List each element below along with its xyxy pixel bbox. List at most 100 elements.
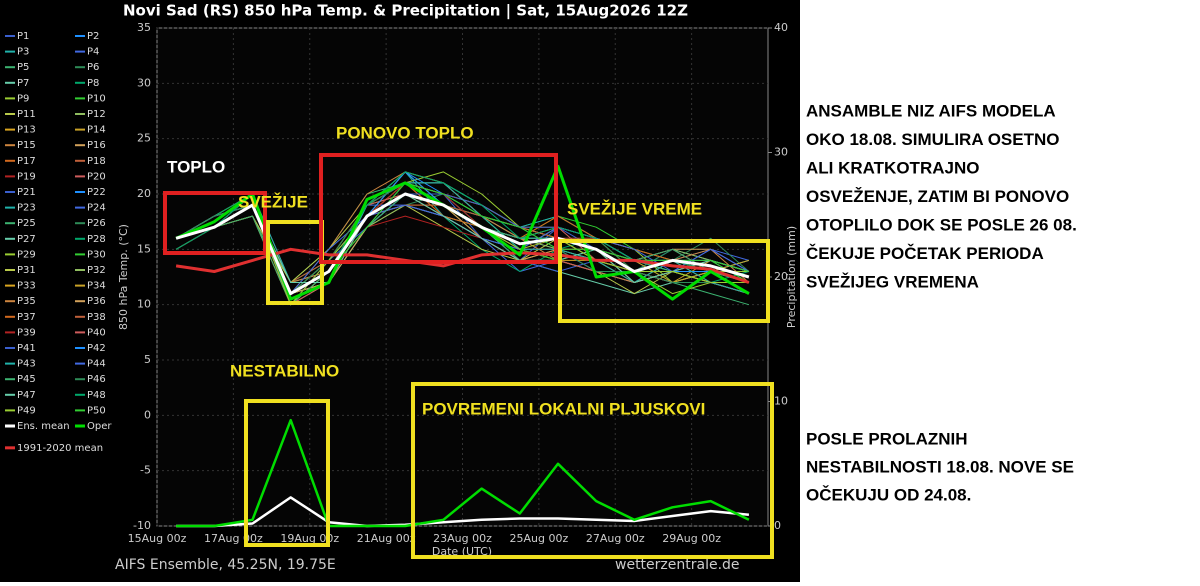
legend-label: P8 <box>87 78 99 89</box>
legend-label: P20 <box>87 171 106 182</box>
legend-label: Ens. mean <box>17 421 70 432</box>
legend-label: P39 <box>17 327 36 338</box>
y-tick-label: 0 <box>144 408 151 421</box>
precip-line <box>176 418 750 528</box>
temp-line <box>175 192 750 296</box>
notes: ANSAMBLE NIZ AIFS MODELA OKO 18.08. SIMUL… <box>806 101 1077 504</box>
y2-axis-label: Precipitation (mm) <box>785 226 798 328</box>
legend-label: P21 <box>17 187 36 198</box>
legend-label: P27 <box>17 234 36 245</box>
legend-label: P33 <box>17 281 36 292</box>
annotation: SVEŽIJE <box>238 192 308 211</box>
annotation: NESTABILNO <box>230 361 339 380</box>
note-line: ALI KRATKOTRAJNO <box>806 158 979 177</box>
x-tick-label: 23Aug 00z <box>433 532 492 545</box>
plot-layer: -10 -5 0 5 10 15 20 25 30 35 0 10 20 30 40 15Aug 00z 17A… <box>128 21 788 545</box>
x-tick-label: 21Aug 00z <box>357 532 416 545</box>
legend-label: P24 <box>87 203 106 214</box>
plot-area <box>156 27 769 527</box>
y-tick-label: 5 <box>144 353 151 366</box>
y-tick-label: 35 <box>137 21 151 34</box>
legend-label: P37 <box>17 312 36 323</box>
note-line: OČEKUJU OD 24.08. <box>806 485 971 504</box>
legend-label: P48 <box>87 390 106 401</box>
legend-label: P41 <box>17 343 36 354</box>
chart-title: Novi Sad (RS) 850 hPa Temp. & Precipitat… <box>123 2 688 21</box>
legend-label: P46 <box>87 374 106 385</box>
note-line: ANSAMBLE NIZ AIFS MODELA <box>806 101 1056 120</box>
legend-label: P23 <box>17 203 36 214</box>
y2-tick-label: 40 <box>774 21 788 34</box>
legend-label: P2 <box>87 31 99 42</box>
legend-label: P47 <box>17 390 36 401</box>
credit: wetterzentrale.de <box>615 557 740 573</box>
box-showers <box>411 382 774 559</box>
legend-label: P16 <box>87 140 106 151</box>
y-tick-label: 20 <box>137 187 151 200</box>
legend-label: P12 <box>87 109 106 120</box>
note-line: POSLE PROLAZNIH <box>806 429 968 448</box>
legend-label: P43 <box>17 359 36 370</box>
legend-label: P13 <box>17 125 36 136</box>
note-line: ČEKUJE POČETAK PERIODA <box>806 244 1044 263</box>
legend-label: P3 <box>17 47 29 58</box>
y2-tick-label: 10 <box>774 395 788 408</box>
annotation: TOPLO <box>167 157 225 176</box>
legend-label: P44 <box>87 359 106 370</box>
y-tick-label: -5 <box>140 464 151 477</box>
legend-label: P18 <box>87 156 106 167</box>
legend-label: P36 <box>87 296 106 307</box>
legend-label: P40 <box>87 327 106 338</box>
y2-tick-label: 0 <box>774 519 781 532</box>
legend-label: P42 <box>87 343 106 354</box>
y2-tick-label: 30 <box>774 146 788 159</box>
legend-label: 1991-2020 mean <box>17 443 103 454</box>
y-axis-label: 850 hPa Temp. (°C) <box>117 224 130 330</box>
x-tick-label: 29Aug 00z <box>662 532 721 545</box>
legend-label: P45 <box>17 374 36 385</box>
y-tick-label: 10 <box>137 298 151 311</box>
note-line: OKO 18.08. SIMULIRA OSETNO <box>806 130 1059 149</box>
legend-label: P11 <box>17 109 36 120</box>
legend-label: P6 <box>87 62 99 73</box>
annotation: SVEŽIJE VREME <box>567 199 702 218</box>
note-line: OTOPLILO DOK SE POSLE 26 08. <box>806 215 1077 234</box>
legend-label: P26 <box>87 218 106 229</box>
note-line: SVEŽIJEG VREMENA <box>806 272 979 291</box>
legend-label: P49 <box>17 405 36 416</box>
x-tick-label: 15Aug 00z <box>128 532 187 545</box>
legend-label: P32 <box>87 265 106 276</box>
legend-label: P50 <box>87 405 106 416</box>
legend-label: P28 <box>87 234 106 245</box>
box-unstable <box>244 399 330 547</box>
legend-label: P35 <box>17 296 36 307</box>
x-tick-label: 27Aug 00z <box>586 532 645 545</box>
legend-label: P17 <box>17 156 36 167</box>
box-cooler-weather <box>558 239 770 323</box>
legend-label: P31 <box>17 265 36 276</box>
legend-label: P19 <box>17 171 36 182</box>
legend-label: P30 <box>87 249 106 260</box>
annotation: POVREMENI LOKALNI PLJUSKOVI <box>422 399 705 418</box>
legend-label: P5 <box>17 62 29 73</box>
note-line: NESTABILNOSTI 18.08. NOVE SE <box>806 457 1074 476</box>
y-tick-label: 15 <box>137 242 151 255</box>
box-warm-again <box>319 153 558 264</box>
y-tick-label: 25 <box>137 132 151 145</box>
legend-label: P1 <box>17 31 29 42</box>
x-tick-label: 25Aug 00z <box>510 532 569 545</box>
legend-label: P34 <box>87 281 106 292</box>
y-tick-label: 30 <box>137 76 151 89</box>
annotation-boxes <box>163 153 774 559</box>
note-line: OSVEŽENJE, ZATIM BI PONOVO <box>806 187 1069 206</box>
x-tick-label: 17Aug 00z <box>204 532 263 545</box>
legend-label: Oper <box>87 421 112 432</box>
legend-label: P7 <box>17 78 29 89</box>
legend-label: P9 <box>17 93 29 104</box>
annotation: PONOVO TOPLO <box>336 123 474 142</box>
legend-label: P4 <box>87 47 99 58</box>
y2-tick-label: 20 <box>774 270 788 283</box>
box-warm <box>163 191 267 255</box>
legend-label: P15 <box>17 140 36 151</box>
